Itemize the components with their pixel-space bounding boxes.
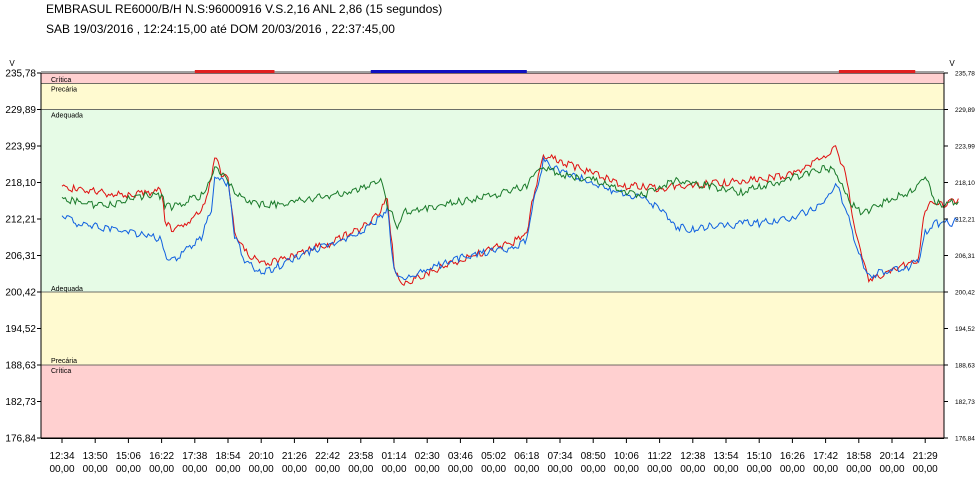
y-tick-label: 176,84 xyxy=(5,434,36,445)
x-tick-time: 02:30 xyxy=(415,451,440,462)
status-indicator xyxy=(370,70,527,73)
zone-label: Adequada xyxy=(51,112,83,119)
series-line-3 xyxy=(61,164,959,231)
zone-label: Precária xyxy=(51,358,77,365)
y-tick-label-right: 212,21 xyxy=(955,217,975,224)
x-tick-time: 16:22 xyxy=(149,451,174,462)
x-tick-time: 01:14 xyxy=(381,451,406,462)
x-tick-fraction: 00,00 xyxy=(415,464,440,475)
x-tick-fraction: 00,00 xyxy=(614,464,639,475)
x-tick-fraction: 00,00 xyxy=(647,464,672,475)
x-tick-fraction: 00,00 xyxy=(780,464,805,475)
y-tick-label: 218,10 xyxy=(5,178,36,189)
x-tick-time: 13:54 xyxy=(713,451,738,462)
x-tick-time: 23:58 xyxy=(348,451,373,462)
y-tick-label-right: 200,42 xyxy=(955,290,975,297)
x-tick-fraction: 00,00 xyxy=(913,464,938,475)
x-tick-fraction: 00,00 xyxy=(581,464,606,475)
chart-title: EMBRASUL RE6000/B/H N.S:96000916 V.S.2,1… xyxy=(46,2,443,16)
x-tick-fraction: 00,00 xyxy=(116,464,141,475)
x-tick-fraction: 00,00 xyxy=(83,464,108,475)
x-tick-fraction: 00,00 xyxy=(680,464,705,475)
zone-band xyxy=(41,364,944,438)
x-tick-time: 05:02 xyxy=(481,451,506,462)
y-tick-label: 200,42 xyxy=(5,288,36,299)
y-tick-label-right: 229,89 xyxy=(955,107,975,114)
x-tick-fraction: 00,00 xyxy=(49,464,74,475)
y-tick-label: 206,31 xyxy=(5,251,36,262)
x-tick-fraction: 00,00 xyxy=(813,464,838,475)
x-tick-time: 17:42 xyxy=(813,451,838,462)
x-tick-time: 16:26 xyxy=(780,451,805,462)
x-tick-time: 12:34 xyxy=(49,451,74,462)
x-tick-fraction: 00,00 xyxy=(215,464,240,475)
x-tick-time: 21:29 xyxy=(913,451,938,462)
y-tick-label: 188,63 xyxy=(5,361,36,372)
zone-label: Adequada xyxy=(51,286,83,293)
status-indicator xyxy=(194,70,275,73)
y-tick-label-right: 176,84 xyxy=(955,436,975,443)
x-tick-fraction: 00,00 xyxy=(547,464,572,475)
x-tick-time: 18:58 xyxy=(846,451,871,462)
y-axis-unit-right: V xyxy=(949,59,955,68)
y-tick-label: 223,99 xyxy=(5,142,36,153)
y-tick-label: 235,78 xyxy=(5,69,36,80)
x-tick-time: 21:26 xyxy=(282,451,307,462)
x-tick-time: 03:46 xyxy=(448,451,473,462)
x-tick-time: 08:50 xyxy=(581,451,606,462)
x-tick-fraction: 00,00 xyxy=(514,464,539,475)
y-axis-unit: V xyxy=(9,59,15,68)
x-tick-time: 20:10 xyxy=(249,451,274,462)
y-tick-label-right: 223,99 xyxy=(955,144,975,151)
x-tick-time: 18:54 xyxy=(215,451,240,462)
x-tick-time: 17:38 xyxy=(182,451,207,462)
status-indicator xyxy=(838,70,916,73)
x-tick-fraction: 00,00 xyxy=(149,464,174,475)
x-tick-fraction: 00,00 xyxy=(879,464,904,475)
zone-band xyxy=(41,109,944,292)
x-tick-time: 15:10 xyxy=(747,451,772,462)
y-tick-label: 182,73 xyxy=(5,397,36,408)
y-tick-label-right: 206,31 xyxy=(955,253,975,260)
x-tick-time: 15:06 xyxy=(116,451,141,462)
y-tick-label: 194,52 xyxy=(5,324,36,335)
x-tick-fraction: 00,00 xyxy=(381,464,406,475)
y-tick-label: 229,89 xyxy=(5,105,36,116)
x-tick-time: 07:34 xyxy=(547,451,572,462)
x-tick-fraction: 00,00 xyxy=(713,464,738,475)
x-tick-fraction: 00,00 xyxy=(249,464,274,475)
chart-subtitle: SAB 19/03/2016 , 12:24:15,00 até DOM 20/… xyxy=(46,22,395,36)
x-tick-fraction: 00,00 xyxy=(182,464,207,475)
x-tick-fraction: 00,00 xyxy=(282,464,307,475)
x-tick-time: 22:42 xyxy=(315,451,340,462)
zone-band xyxy=(41,73,944,84)
zone-label: Crítica xyxy=(51,368,71,375)
x-tick-time: 06:18 xyxy=(514,451,539,462)
zone-band xyxy=(41,83,944,110)
y-tick-label-right: 182,73 xyxy=(955,399,975,406)
zone-label: Crítica xyxy=(51,77,71,84)
y-tick-label-right: 194,52 xyxy=(955,326,975,333)
zone-band xyxy=(41,291,944,365)
x-tick-time: 10:06 xyxy=(614,451,639,462)
x-tick-time: 20:14 xyxy=(879,451,904,462)
zone-label: Precária xyxy=(51,86,77,93)
x-tick-fraction: 00,00 xyxy=(348,464,373,475)
x-tick-time: 12:38 xyxy=(680,451,705,462)
y-tick-label-right: 188,63 xyxy=(955,363,975,370)
x-tick-fraction: 00,00 xyxy=(846,464,871,475)
series-line-1 xyxy=(61,145,959,287)
series-line-2 xyxy=(61,156,959,281)
y-tick-label-right: 218,10 xyxy=(955,180,975,187)
x-tick-fraction: 00,00 xyxy=(747,464,772,475)
x-tick-fraction: 00,00 xyxy=(448,464,473,475)
x-tick-time: 11:22 xyxy=(647,451,672,462)
y-tick-label: 212,21 xyxy=(5,215,36,226)
y-tick-label-right: 235,78 xyxy=(955,71,975,78)
x-tick-time: 13:50 xyxy=(83,451,108,462)
x-tick-fraction: 00,00 xyxy=(481,464,506,475)
x-tick-fraction: 00,00 xyxy=(315,464,340,475)
